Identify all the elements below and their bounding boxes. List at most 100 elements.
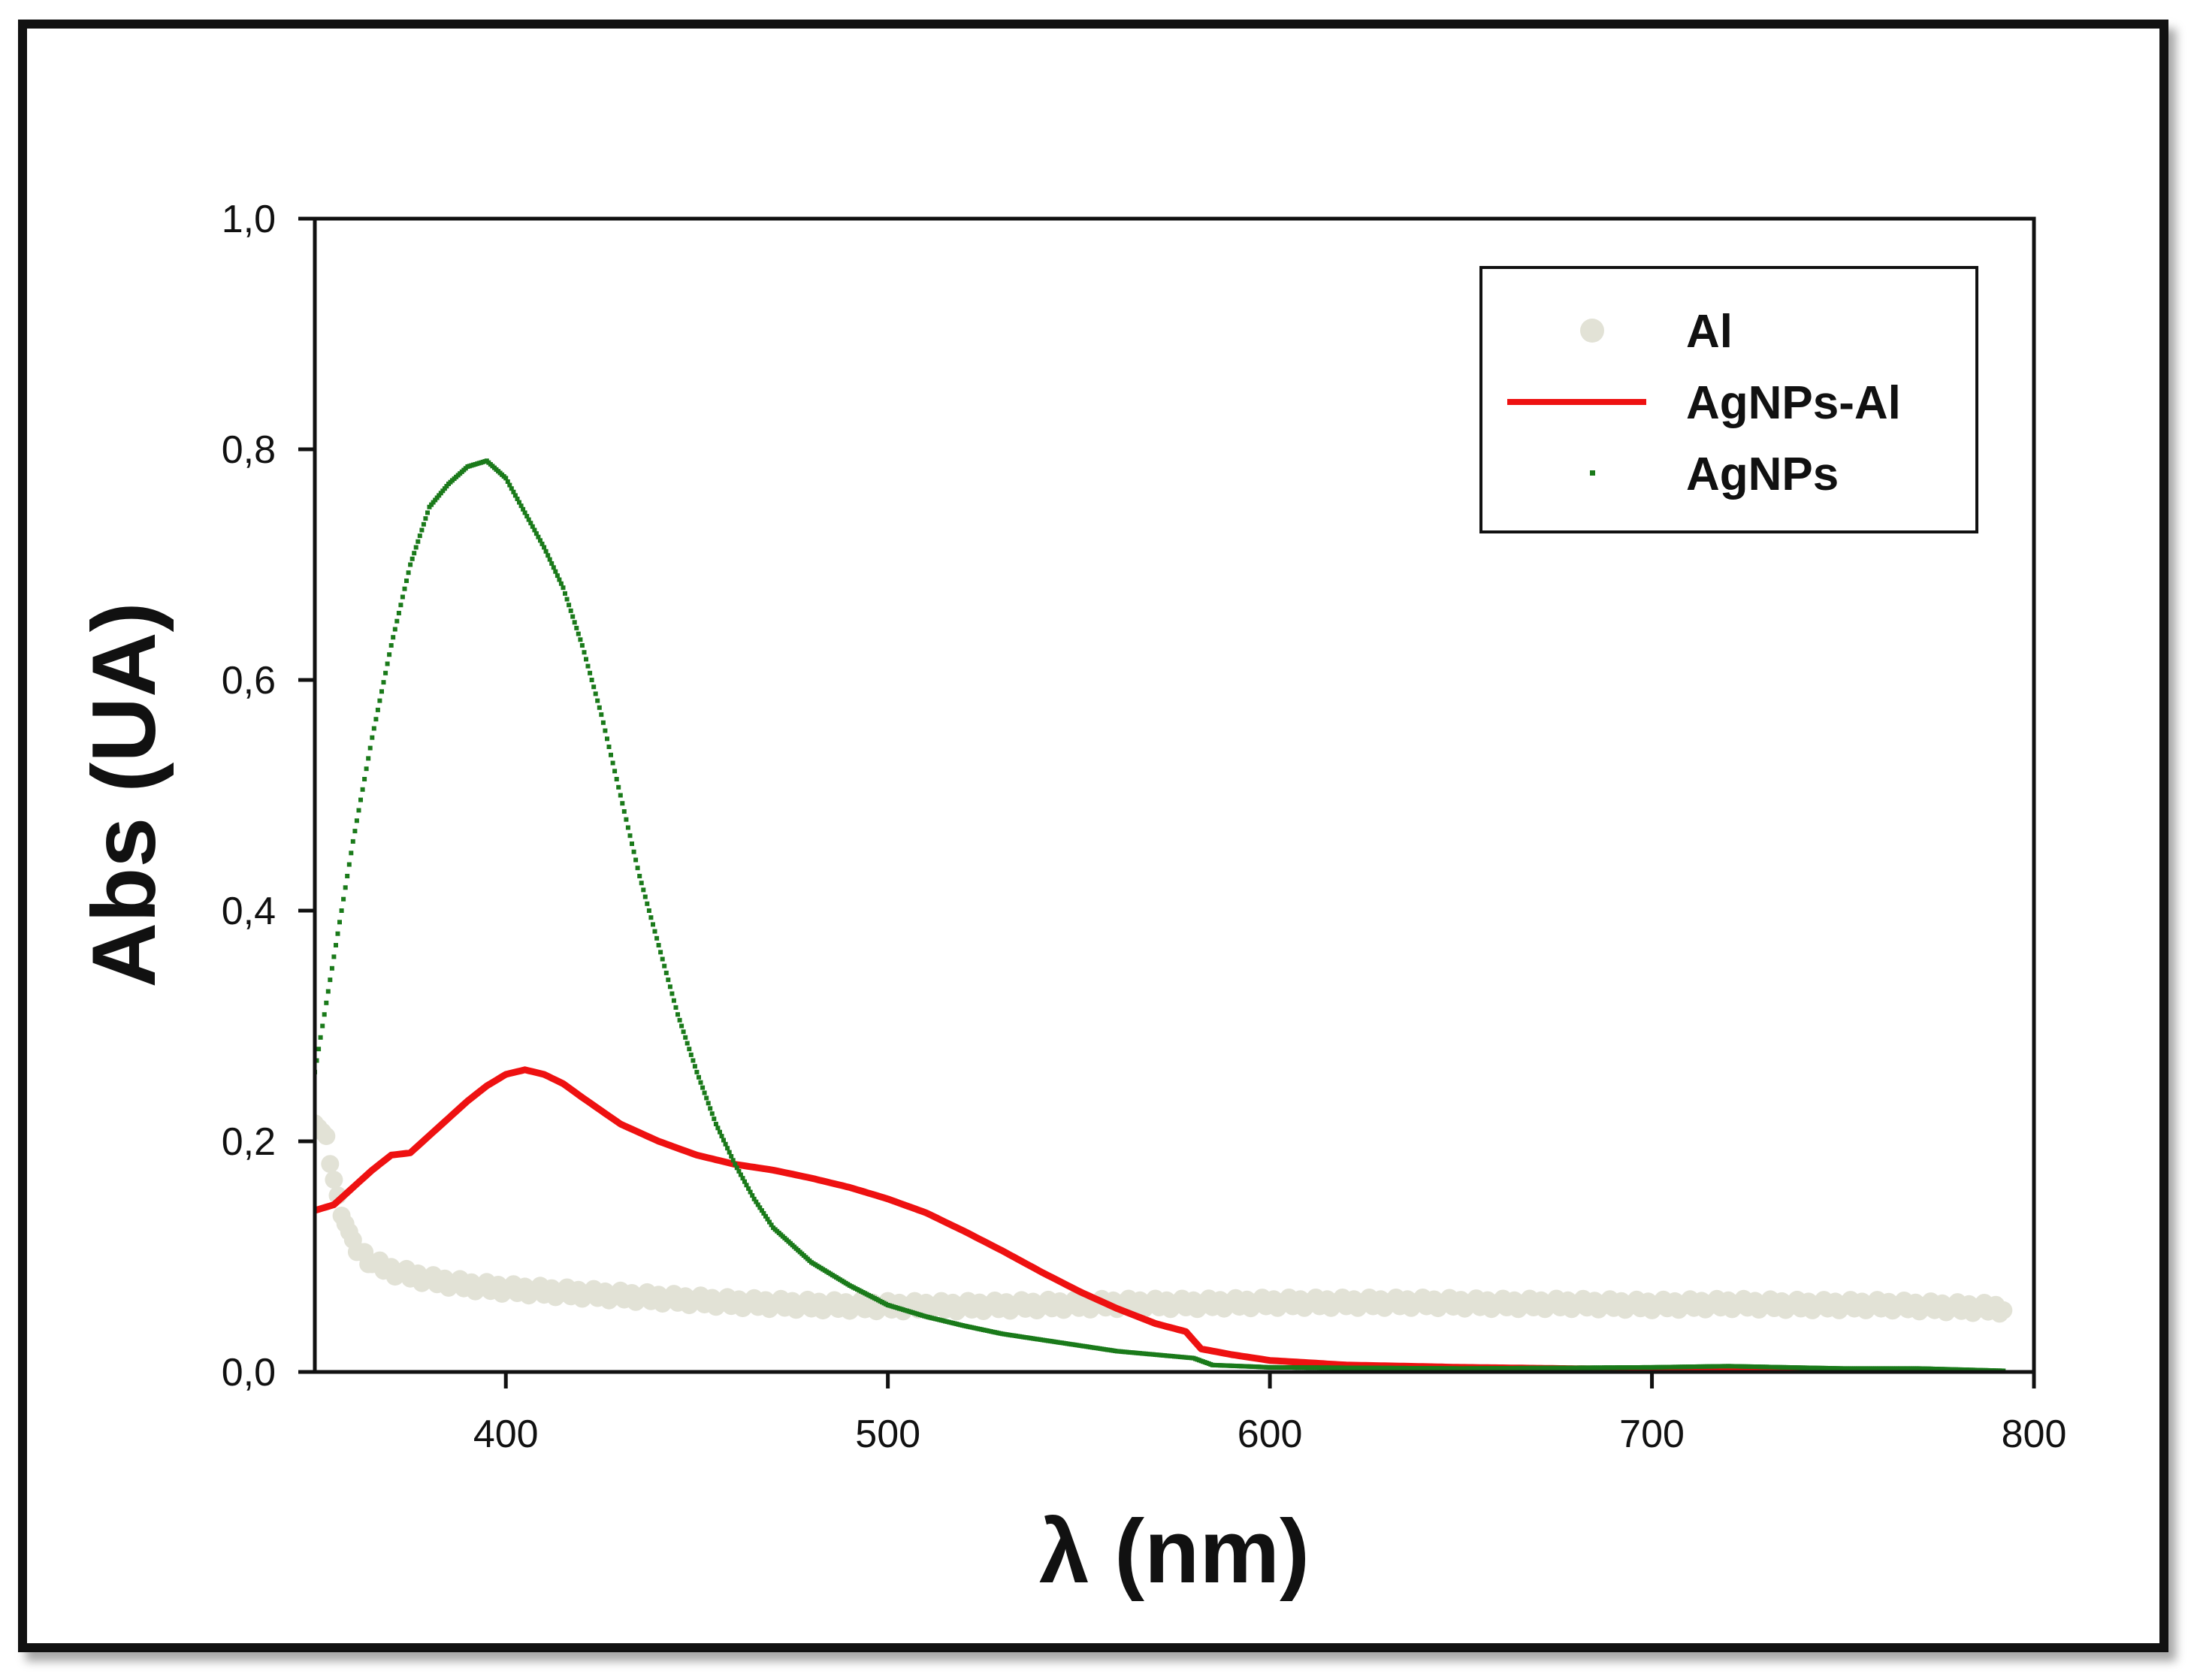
- legend-label-agnps-al: AgNPs-Al: [1686, 377, 1901, 429]
- point-agnps: [599, 712, 604, 718]
- point-agnps: [417, 533, 422, 539]
- point-agnps: [542, 545, 547, 550]
- legend-marker-al: [1580, 319, 1604, 343]
- point-agnps: [512, 493, 518, 498]
- point-agnps: [318, 1035, 323, 1040]
- point-agnps: [356, 808, 361, 813]
- point-agnps: [329, 965, 334, 971]
- point-agnps: [375, 707, 380, 712]
- point-agnps: [702, 1090, 707, 1095]
- x-tick-label: 600: [1238, 1413, 1303, 1456]
- point-agnps: [718, 1129, 722, 1135]
- point-agnps: [518, 503, 524, 509]
- point-al: [325, 1171, 343, 1189]
- point-agnps: [612, 769, 618, 774]
- point-agnps: [373, 717, 379, 722]
- point-agnps: [684, 1041, 690, 1046]
- point-agnps: [706, 1101, 711, 1106]
- point-agnps: [533, 531, 539, 536]
- point-agnps: [618, 793, 623, 798]
- point-agnps: [551, 565, 556, 570]
- point-agnps: [652, 929, 657, 934]
- point-agnps: [343, 885, 348, 890]
- point-agnps: [614, 777, 619, 781]
- point-agnps: [442, 486, 447, 491]
- point-agnps: [708, 1106, 713, 1111]
- point-agnps: [362, 777, 367, 781]
- point-agnps: [387, 652, 392, 657]
- point-al: [321, 1155, 340, 1174]
- point-agnps: [621, 809, 627, 814]
- point-agnps: [725, 1146, 730, 1151]
- point-agnps: [584, 657, 588, 662]
- point-agnps: [687, 1047, 692, 1052]
- point-agnps: [526, 517, 531, 522]
- point-agnps: [564, 597, 570, 602]
- series-al: [315, 1114, 2013, 1323]
- point-agnps: [606, 745, 612, 749]
- point-agnps: [605, 736, 609, 742]
- point-agnps: [630, 842, 634, 846]
- point-agnps: [759, 1208, 764, 1213]
- point-agnps: [558, 581, 564, 586]
- point-agnps: [349, 851, 354, 856]
- point-agnps: [335, 931, 340, 936]
- point-agnps: [385, 661, 390, 666]
- point-agnps: [730, 1158, 736, 1163]
- point-agnps: [694, 1069, 700, 1074]
- point-agnps: [549, 561, 555, 566]
- point-agnps: [736, 1168, 742, 1174]
- point-agnps: [663, 970, 669, 975]
- point-agnps: [429, 502, 434, 507]
- point-agnps: [444, 484, 449, 489]
- point-agnps: [360, 787, 365, 792]
- point-agnps: [570, 614, 576, 619]
- point-agnps: [609, 752, 613, 757]
- point-agnps: [578, 637, 583, 642]
- point-agnps: [750, 1193, 755, 1198]
- point-agnps: [646, 908, 651, 913]
- point-agnps: [616, 784, 621, 790]
- point-agnps: [648, 915, 654, 920]
- point-agnps: [553, 569, 558, 574]
- point-agnps: [388, 643, 394, 648]
- point-agnps: [654, 935, 660, 941]
- point-agnps: [751, 1196, 757, 1201]
- point-agnps: [754, 1199, 759, 1204]
- y-tick-label: 0,2: [222, 1120, 276, 1164]
- point-agnps: [669, 991, 675, 996]
- point-agnps: [704, 1095, 709, 1101]
- point-agnps: [597, 705, 602, 710]
- point-agnps: [692, 1064, 697, 1069]
- point-agnps: [660, 956, 665, 962]
- point-agnps: [651, 922, 655, 927]
- series-agnps: [315, 458, 2006, 1372]
- point-agnps: [408, 562, 413, 567]
- point-agnps: [524, 514, 530, 518]
- point-agnps: [600, 720, 606, 725]
- point-agnps: [631, 849, 636, 854]
- point-agnps: [557, 577, 562, 582]
- point-agnps: [545, 553, 551, 558]
- point-agnps: [624, 817, 629, 822]
- x-tick-label: 400: [473, 1413, 539, 1456]
- point-agnps: [563, 591, 567, 596]
- point-agnps: [561, 585, 566, 591]
- point-agnps: [509, 486, 514, 491]
- point-agnps: [419, 527, 425, 533]
- point-agnps: [639, 881, 644, 886]
- point-agnps: [633, 857, 639, 863]
- point-agnps: [367, 745, 373, 751]
- point-agnps: [721, 1138, 726, 1143]
- point-agnps: [688, 1052, 694, 1057]
- point-agnps: [364, 766, 369, 772]
- point-agnps: [641, 887, 646, 893]
- point-agnps: [320, 1023, 325, 1029]
- point-agnps: [515, 497, 520, 501]
- point-agnps: [406, 570, 411, 576]
- point-agnps: [589, 678, 594, 682]
- point-agnps: [409, 556, 415, 561]
- point-agnps: [742, 1179, 747, 1184]
- point-agnps: [671, 998, 676, 1003]
- point-agnps: [392, 627, 397, 632]
